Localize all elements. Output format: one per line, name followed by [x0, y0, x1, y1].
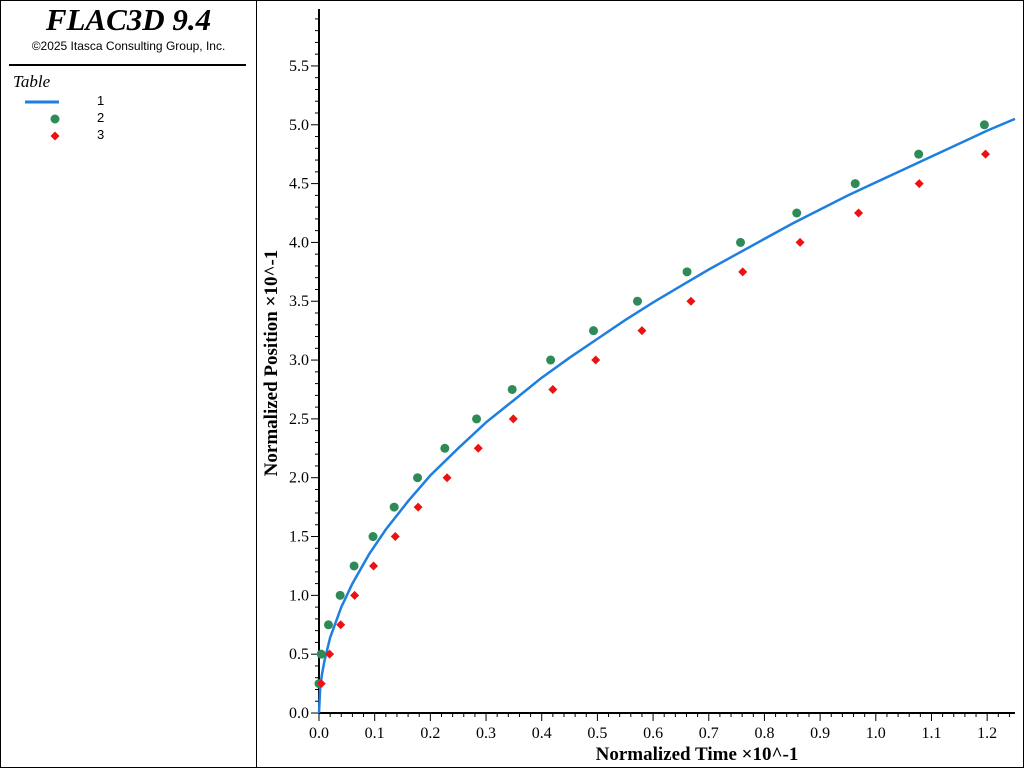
- y-tick-label: 0.5: [289, 646, 309, 663]
- y-axis-title: Normalized Position ×10^-1: [261, 250, 282, 477]
- series-3-point: [591, 355, 601, 365]
- x-tick-label: 0.8: [754, 725, 774, 742]
- legend-item-1: 1: [21, 93, 221, 109]
- series-layer: [314, 117, 1016, 714]
- series-2-point: [632, 296, 642, 306]
- series-2-point: [389, 502, 399, 512]
- copyright-notice: ©2025 Itasca Consulting Group, Inc.: [31, 39, 226, 53]
- y-tick-label: 1.5: [289, 529, 309, 546]
- series-3-point: [854, 208, 864, 218]
- series-2-point: [316, 649, 326, 659]
- legend-panel: FLAC3D 9.4 ©2025 Itasca Consulting Group…: [1, 1, 257, 767]
- series-2-point: [323, 620, 333, 630]
- series-2-point: [335, 590, 345, 600]
- series-3-point: [325, 649, 335, 659]
- series-2-point: [546, 355, 556, 365]
- x-tick-label: 0.0: [309, 725, 329, 742]
- legend-title: Table: [13, 72, 51, 91]
- chart-area: 0.0 0.5 1.0 1.5 2.0 2.5 3.0 3.5 4.0 4.5 5.0 5.5 0.0 0…: [261, 9, 1016, 765]
- series-2-point: [792, 208, 802, 218]
- app-title: FLAC3D 9.4: [45, 2, 212, 37]
- series-3-point: [442, 473, 452, 483]
- x-axis-title: Normalized Time ×10^-1: [596, 744, 799, 765]
- x-tick-label: 0.6: [643, 725, 663, 742]
- series-3-point: [738, 267, 748, 277]
- series-2-point: [979, 120, 989, 130]
- series-line-1: [317, 117, 1016, 714]
- x-tick-label: 1.0: [866, 725, 886, 742]
- series-3-point: [473, 443, 483, 453]
- legend-line-swatch: [25, 100, 59, 104]
- series-2-point: [682, 267, 692, 277]
- series-3-point: [637, 326, 647, 336]
- legend-item-3: 3: [21, 127, 221, 143]
- series-3-point: [548, 384, 558, 394]
- series-3-point: [795, 237, 805, 247]
- series-3-point: [914, 179, 924, 189]
- series-2-point: [735, 237, 745, 247]
- series-2-point: [413, 473, 423, 483]
- x-tick-label: 0.4: [532, 725, 552, 742]
- series-3-point: [413, 502, 423, 512]
- series-3-point: [350, 590, 360, 600]
- legend-label-3: 3: [97, 127, 105, 142]
- x-tick-label: 0.2: [420, 725, 440, 742]
- y-tick-label: 4.0: [289, 234, 309, 251]
- series-2-point: [440, 443, 450, 453]
- series-3-point: [686, 296, 696, 306]
- series-2-point: [914, 149, 924, 159]
- x-tick-label: 0.9: [810, 725, 830, 742]
- x-tick-label: 0.3: [476, 725, 496, 742]
- y-tick-label: 2.0: [289, 470, 309, 487]
- legend-divider: [9, 64, 246, 66]
- series-2-point: [472, 414, 482, 424]
- series-2-point: [507, 384, 517, 394]
- axes: 0.0 0.5 1.0 1.5 2.0 2.5 3.0 3.5 4.0 4.5 5.0 5.5 0.0 0…: [289, 9, 1015, 742]
- series-3-point: [980, 149, 990, 159]
- y-tick-label: 3.5: [289, 293, 309, 310]
- x-tick-label: 0.7: [699, 725, 719, 742]
- series-2-point: [850, 179, 860, 189]
- legend-label-1: 1: [97, 93, 105, 108]
- series-3-point: [316, 679, 326, 689]
- y-tick-label: 5.0: [289, 117, 309, 134]
- x-tick-label: 1.1: [921, 725, 941, 742]
- x-tick-label: 0.1: [365, 725, 385, 742]
- legend-item-2: 2: [21, 110, 221, 126]
- y-tick-label: 5.5: [289, 58, 309, 75]
- x-tick-label: 1.2: [977, 725, 997, 742]
- legend-circle-swatch: [50, 114, 60, 124]
- series-2-point: [349, 561, 359, 571]
- y-tick-label: 2.5: [289, 411, 309, 428]
- legend-label-2: 2: [97, 110, 105, 125]
- x-tick-label: 0.5: [587, 725, 607, 742]
- series-2-point: [368, 532, 378, 542]
- y-tick-label: 1.0: [289, 587, 309, 604]
- legend-diamond-swatch: [50, 131, 60, 141]
- series-2-point: [589, 326, 599, 336]
- y-tick-label: 0.0: [289, 705, 309, 722]
- series-3-point: [336, 620, 346, 630]
- y-tick-label: 4.5: [289, 176, 309, 193]
- series-3-point: [390, 532, 400, 542]
- y-tick-label: 3.0: [289, 352, 309, 369]
- series-3-point: [508, 414, 518, 424]
- series-3-point: [369, 561, 379, 571]
